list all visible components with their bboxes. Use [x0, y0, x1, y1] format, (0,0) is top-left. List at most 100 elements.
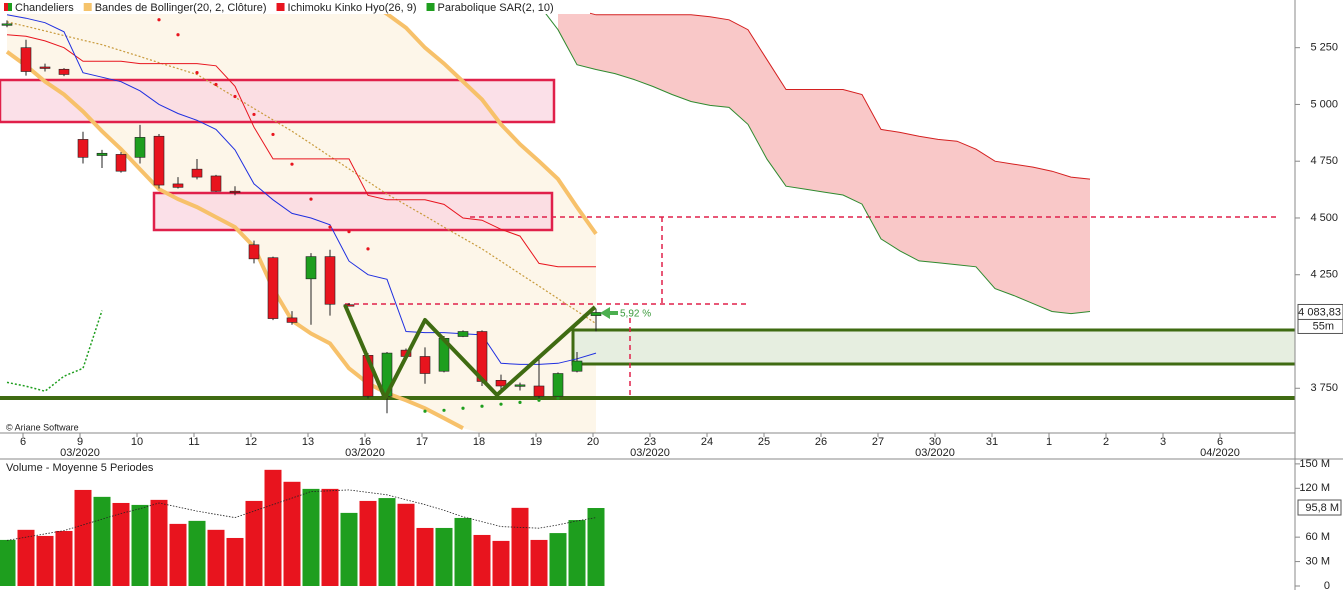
x-tick-label: 26 [815, 436, 827, 448]
copyright: © Ariane Software [6, 422, 79, 432]
candle-body [552, 373, 564, 397]
x-tick-label: 27 [872, 436, 884, 448]
resistance-zone [152, 191, 554, 232]
candle-body [590, 312, 602, 316]
candle-body [115, 154, 127, 172]
sar-dot [366, 247, 370, 251]
volume-tag [1297, 499, 1342, 516]
period-label: 03/2020 [60, 447, 100, 459]
price-tag-label: 4 083,83 [1298, 306, 1341, 318]
y-tick-label: 120 M [1299, 482, 1330, 494]
y-tick-label: 60 M [1306, 531, 1330, 543]
volume-bar [587, 508, 605, 586]
y-tick-label: 0 [1324, 580, 1330, 590]
volume-bar [321, 488, 339, 586]
candle-body [495, 380, 507, 387]
sar-dot [214, 82, 218, 87]
x-tick-label: 10 [131, 436, 143, 448]
volume-bar [93, 496, 111, 586]
x-tick-label: 6 [1217, 436, 1223, 448]
x-tick-label: 24 [701, 436, 713, 448]
arrow [600, 307, 618, 319]
volume-bar [378, 498, 396, 586]
w-pattern: 5,92 % [343, 304, 651, 400]
volume-bar [568, 520, 586, 586]
volume-bar [0, 539, 16, 586]
volume-bar [207, 529, 225, 586]
candle-body [229, 190, 241, 193]
volume-bar [454, 517, 472, 586]
sar-dot [480, 404, 484, 408]
volume-bar [264, 469, 282, 586]
sar-dot [328, 225, 332, 229]
x-tick-label: 30 [929, 436, 941, 448]
x-tick-label: 12 [245, 436, 257, 448]
volume-bar [17, 529, 35, 586]
volume-bar [492, 540, 510, 586]
legend-swatch [83, 3, 92, 11]
y-tick-label: 5 000 [1310, 98, 1338, 110]
sar-dot [290, 162, 294, 166]
candle-body [77, 139, 89, 158]
senkou-span-b [557, 4, 1091, 180]
change-label: 5,92 % [620, 309, 651, 320]
y-tick-label: 4 500 [1310, 212, 1338, 224]
x-tick-label: 19 [530, 436, 542, 448]
sar-dot [176, 33, 180, 37]
legend-label: Bandes de Bollinger(20, 2, Clôture) [95, 2, 267, 14]
volume-bar [112, 502, 130, 586]
x-tick-label: 11 [188, 436, 199, 448]
y-tick-label: 150 M [1299, 458, 1330, 470]
volume-bar [188, 520, 206, 586]
candle-body [191, 168, 203, 178]
volume-bar [245, 500, 263, 586]
candle-body [457, 331, 469, 337]
x-tick-label: 6 [20, 436, 26, 448]
y-tick-label: 4 750 [1310, 155, 1338, 167]
legend-label: Chandeliers [15, 2, 74, 14]
x-tick-label: 18 [473, 436, 485, 448]
sar-dot [423, 409, 427, 413]
chikou-span [6, 310, 103, 393]
candle-body [248, 244, 260, 260]
candle-body [58, 68, 70, 75]
period-label: 03/2020 [345, 447, 385, 459]
bollinger-middle [6, 21, 597, 325]
bollinger-upper [366, 0, 598, 236]
sar-dot [537, 398, 541, 402]
legend-bg [0, 0, 590, 14]
volume-bar [150, 499, 168, 586]
candle-body [324, 256, 336, 305]
sar-dot [195, 71, 199, 75]
legend-swatch [4, 3, 8, 11]
volume-average [6, 489, 597, 541]
candle-body [267, 257, 279, 319]
candle-body [134, 137, 146, 158]
volume-bar [74, 489, 92, 586]
x-tick-label: 9 [77, 436, 83, 448]
period-label: 04/2020 [1200, 447, 1240, 459]
x-tick-label: 17 [416, 436, 428, 448]
sar-dot [252, 112, 256, 117]
volume-bar [416, 527, 434, 586]
x-tick-label: 20 [587, 436, 599, 448]
legend-swatch [426, 3, 435, 11]
candle-body [514, 384, 526, 387]
y-tick-label: 5 250 [1310, 42, 1338, 54]
kijun-sen [6, 34, 596, 268]
volume-bar [169, 523, 187, 586]
support-zone [571, 328, 1295, 366]
drawings [0, 78, 1295, 400]
legend-label: Ichimoku Kinko Hyo(26, 9) [288, 2, 417, 14]
resistance-zone [0, 78, 556, 124]
volume-bar [530, 539, 548, 586]
x-tick-label: 13 [302, 436, 314, 448]
sar-dot [556, 396, 560, 400]
volume-bar [36, 535, 54, 586]
volume-title: Volume - Moyenne 5 Periodes [6, 462, 154, 474]
candle-body [20, 47, 32, 72]
price-tags: 4 083,83 55m 95,8 M [1297, 303, 1343, 516]
x-tick-label: 16 [359, 436, 371, 448]
x-tick-label: 25 [758, 436, 770, 448]
